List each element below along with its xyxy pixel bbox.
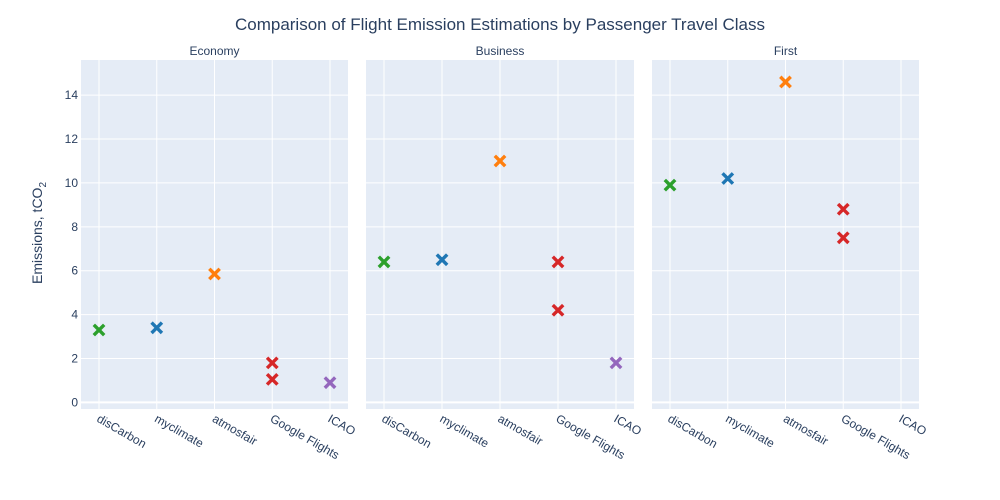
data-point: [721, 172, 735, 185]
x-tick-label: disCarbon: [380, 411, 434, 450]
data-point: [323, 376, 337, 390]
data-point: [92, 323, 106, 337]
x-tick-label: myclimate: [723, 411, 777, 450]
data-point-stroke-b: [92, 323, 106, 337]
data-point: [150, 321, 164, 335]
data-point: [779, 75, 792, 89]
x-tick-label: atmosfair: [496, 411, 546, 448]
y-tick-label: 4: [71, 308, 78, 322]
data-point-stroke-b: [323, 376, 337, 390]
data-point-stroke-b: [265, 372, 279, 386]
data-point-stroke-b: [609, 356, 623, 370]
data-point-stroke-b: [150, 321, 164, 335]
data-point: [377, 255, 391, 269]
data-point-stroke-b: [663, 178, 677, 192]
y-axis-title-subscript: 2: [38, 182, 49, 188]
data-point-stroke-b: [377, 255, 391, 269]
data-point: [265, 356, 279, 370]
y-tick-label: 10: [65, 176, 79, 190]
y-axis-title: Emissions, tCO2: [29, 182, 49, 284]
data-point-stroke-b: [493, 154, 507, 168]
data-point: [493, 154, 507, 168]
y-axis-title-main: Emissions, tCO: [29, 187, 45, 284]
y-tick-label: 6: [71, 264, 78, 278]
chart-title: Comparison of Flight Emission Estimation…: [235, 15, 765, 34]
data-point: [836, 202, 850, 216]
y-tick-label: 2: [71, 352, 78, 366]
data-point-stroke-b: [779, 75, 792, 89]
data-point: [208, 267, 221, 281]
data-point-stroke-b: [265, 356, 279, 370]
data-point-stroke-b: [208, 267, 221, 281]
facet-title: First: [774, 44, 798, 58]
data-point-stroke-b: [551, 255, 565, 269]
x-tick-label: ICAO: [612, 411, 644, 438]
facet-title: Business: [476, 44, 525, 58]
x-tick-label: disCarbon: [666, 411, 720, 450]
data-point: [265, 372, 279, 386]
x-tick-label: atmosfair: [781, 411, 831, 448]
x-tick-label: ICAO: [326, 411, 358, 438]
y-tick-label: 14: [65, 88, 79, 102]
data-point-stroke-b: [435, 253, 449, 267]
x-tick-label: myclimate: [152, 411, 206, 450]
y-tick-label: 0: [71, 395, 78, 409]
data-point: [836, 231, 850, 245]
x-tick-label: atmosfair: [210, 411, 260, 448]
x-tick-label: myclimate: [438, 411, 492, 450]
data-point-stroke-b: [836, 231, 850, 245]
data-point-stroke-b: [836, 202, 850, 216]
x-tick-label: ICAO: [897, 411, 929, 438]
y-tick-label: 8: [71, 220, 78, 234]
x-tick-label: disCarbon: [95, 411, 149, 450]
data-point: [663, 178, 677, 192]
data-point: [609, 356, 623, 370]
data-point-stroke-b: [551, 303, 565, 317]
facet-title: Economy: [189, 44, 239, 58]
data-point: [435, 253, 449, 267]
y-tick-label: 12: [65, 132, 79, 146]
data-point-stroke-b: [721, 172, 735, 185]
data-point: [551, 303, 565, 317]
data-point: [551, 255, 565, 269]
